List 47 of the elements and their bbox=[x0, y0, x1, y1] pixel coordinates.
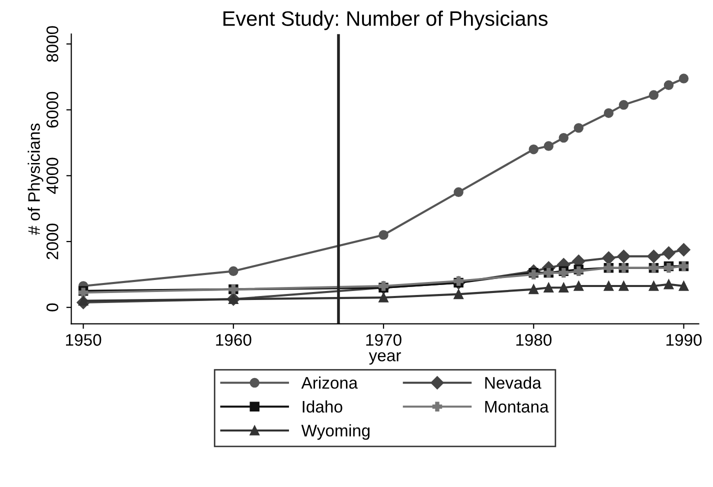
x-axis-title: year bbox=[368, 352, 401, 365]
point bbox=[574, 281, 584, 291]
point bbox=[618, 100, 629, 110]
point bbox=[544, 282, 554, 292]
point bbox=[544, 141, 554, 151]
point bbox=[454, 187, 464, 198]
y-tick-label: 0 bbox=[46, 303, 58, 312]
point bbox=[647, 250, 660, 263]
legend-label: Arizona bbox=[301, 376, 358, 389]
legend-label: Idaho bbox=[302, 400, 342, 413]
point bbox=[648, 90, 659, 100]
y-axis-title: # of Physicians bbox=[28, 124, 44, 235]
point bbox=[558, 132, 569, 143]
y-tick-label: 8000 bbox=[46, 26, 58, 62]
point bbox=[528, 284, 538, 294]
y-tick-label: 6000 bbox=[46, 92, 58, 128]
point bbox=[528, 144, 538, 154]
point bbox=[662, 246, 676, 260]
legend-label: Wyoming bbox=[301, 424, 370, 440]
chart-title: Event Study: Number of Physicians bbox=[223, 10, 548, 30]
point bbox=[604, 281, 614, 291]
point bbox=[574, 123, 584, 133]
y-tick-label: 4000 bbox=[46, 158, 58, 194]
legend-label: Montana bbox=[485, 401, 549, 413]
point bbox=[602, 251, 616, 265]
point bbox=[558, 282, 569, 292]
point bbox=[228, 266, 238, 276]
point bbox=[78, 296, 88, 306]
point bbox=[617, 250, 630, 263]
legend-label: Nevada bbox=[485, 376, 542, 389]
point bbox=[677, 243, 690, 256]
point bbox=[648, 281, 659, 291]
x-tick-label: 1980 bbox=[516, 334, 552, 346]
x-tick-label: 1960 bbox=[216, 334, 252, 346]
point bbox=[618, 281, 629, 291]
point bbox=[664, 279, 674, 290]
point bbox=[378, 230, 388, 240]
x-tick-label: 1950 bbox=[66, 334, 102, 346]
point bbox=[454, 289, 464, 300]
point bbox=[378, 292, 388, 302]
point bbox=[604, 108, 614, 118]
x-tick-label: 1970 bbox=[366, 334, 402, 346]
x-tick-label: 1990 bbox=[666, 334, 702, 346]
point bbox=[664, 80, 674, 90]
point bbox=[678, 74, 689, 84]
y-tick-label: 2000 bbox=[46, 224, 58, 260]
point bbox=[678, 281, 689, 291]
